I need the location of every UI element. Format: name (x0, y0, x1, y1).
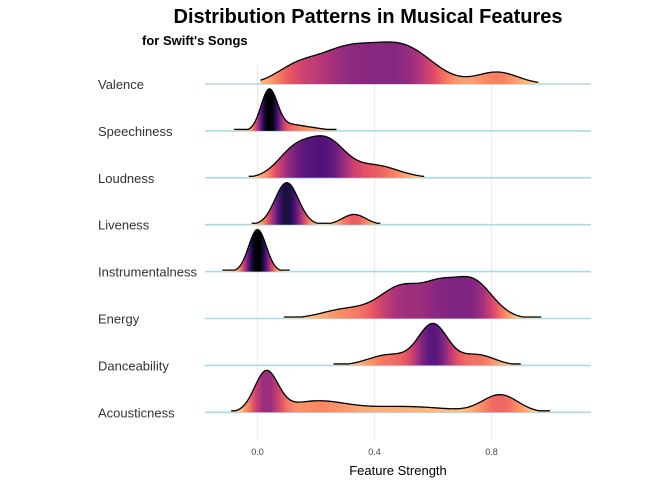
category-labels: Valence Speechiness Loudness Liveness Instru… (98, 77, 197, 420)
ridge-outline-speechiness (234, 88, 337, 131)
category-label-speechiness: Speechiness (98, 124, 173, 139)
ridge-fill-acousticness (231, 370, 550, 413)
x-tick-label: 0.0 (251, 447, 264, 457)
category-label-instrumentalness: Instrumentalness (98, 265, 197, 280)
category-label-danceability: Danceability (98, 358, 169, 373)
x-tick-label: 0.4 (368, 447, 381, 457)
ridge-outline-liveness (251, 182, 381, 224)
ridge-outline-valence (260, 41, 539, 84)
ridge-outline-instrumentalness (222, 228, 290, 271)
x-tick-label: 0.8 (485, 447, 498, 457)
ridge-outline-danceability (333, 322, 521, 365)
ridge-fill-valence (260, 42, 539, 84)
x-tick-labels: 0.0 0.4 0.8 (251, 447, 498, 457)
category-label-acousticness: Acousticness (98, 405, 175, 420)
category-label-liveness: Liveness (98, 218, 150, 233)
ridge-fill-danceability (333, 323, 521, 366)
ridge-outline-acousticness (231, 369, 550, 412)
x-gridlines (256, 65, 493, 440)
ridge-fill-instrumentalness (222, 229, 290, 272)
ridges (205, 41, 591, 414)
ridge-fill-speechiness (234, 88, 337, 131)
category-label-energy: Energy (98, 312, 140, 327)
category-label-valence: Valence (98, 77, 144, 92)
category-label-loudness: Loudness (98, 171, 155, 186)
x-axis-title: Feature Strength (349, 463, 447, 478)
ridge-outline-loudness (248, 135, 425, 177)
ridge-fill-liveness (251, 182, 381, 225)
chart-title: Distribution Patterns in Musical Feature… (174, 6, 563, 28)
ridge-outline-energy (283, 275, 542, 318)
chart-subtitle: for Swift's Songs (142, 33, 248, 48)
